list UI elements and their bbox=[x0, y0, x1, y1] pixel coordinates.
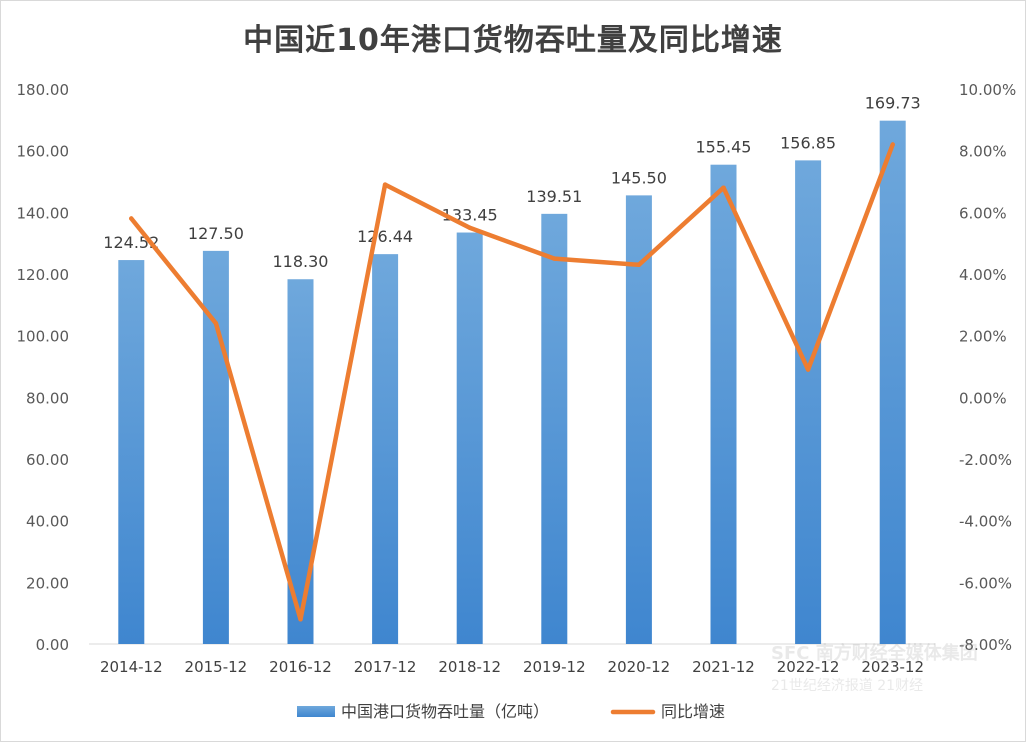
bar bbox=[625, 195, 652, 644]
growth-point bbox=[467, 225, 472, 230]
watermark-line1: SFC 南方财经全媒体集团 bbox=[771, 643, 978, 664]
bar-data-label: 155.45 bbox=[696, 138, 752, 157]
y-right-tick-label: 6.00% bbox=[959, 204, 1007, 222]
y-left-tick-label: 60.00 bbox=[26, 451, 69, 469]
legend-bar-swatch bbox=[297, 706, 335, 717]
growth-point bbox=[890, 142, 895, 147]
bar bbox=[202, 250, 229, 644]
legend-line-label: 同比增速 bbox=[661, 702, 725, 721]
y-left-tick-label: 40.00 bbox=[26, 513, 69, 531]
growth-point bbox=[552, 256, 557, 261]
bar-data-label: 118.30 bbox=[273, 252, 329, 271]
y-left-tick-label: 140.00 bbox=[17, 204, 70, 222]
legend-bar-label: 中国港口货物吞吐量（亿吨） bbox=[341, 702, 549, 721]
chart-title: 中国近10年港口货物吞吐量及同比增速 bbox=[243, 23, 783, 58]
y-left-tick-label: 180.00 bbox=[17, 81, 70, 99]
y-right-tick-label: 2.00% bbox=[959, 328, 1007, 346]
x-tick-label: 2016-12 bbox=[269, 658, 332, 676]
y-right-tick-label: 10.00% bbox=[959, 81, 1016, 99]
bar bbox=[372, 254, 399, 645]
bar-data-label: 133.45 bbox=[442, 206, 498, 225]
y-right-tick-label: -6.00% bbox=[959, 574, 1012, 592]
x-tick-label: 2014-12 bbox=[100, 658, 163, 676]
growth-line bbox=[129, 142, 895, 622]
bar bbox=[118, 260, 145, 644]
x-tick-label: 2022-12 bbox=[777, 658, 840, 676]
watermark: SFC 南方财经全媒体集团 21世纪经济报道 21财经 bbox=[771, 639, 1021, 701]
y-left-tick-label: 20.00 bbox=[26, 574, 69, 592]
y-left-tick-label: 160.00 bbox=[17, 143, 70, 161]
y-right-tick-label: 0.00% bbox=[959, 389, 1007, 407]
growth-point bbox=[213, 321, 219, 326]
growth-point bbox=[721, 185, 726, 190]
y-right-tick-label: 4.00% bbox=[959, 266, 1007, 284]
growth-point bbox=[129, 216, 134, 221]
y-left-tick-label: 0.00 bbox=[36, 636, 69, 654]
y-right-tick-label: -4.00% bbox=[959, 513, 1012, 531]
bar-data-label: 127.50 bbox=[188, 224, 244, 243]
bar bbox=[795, 160, 822, 645]
y-left-tick-label: 80.00 bbox=[26, 389, 69, 407]
x-tick-label: 2023-12 bbox=[861, 658, 924, 676]
growth-point bbox=[382, 182, 388, 187]
watermark-line2: 21世纪经济报道 21财经 bbox=[771, 678, 924, 694]
bar bbox=[879, 120, 906, 644]
growth-point bbox=[636, 262, 642, 267]
y-left-tick-label: 120.00 bbox=[17, 266, 70, 284]
growth-point bbox=[298, 617, 303, 622]
bar-data-label: 169.73 bbox=[865, 94, 921, 113]
bar bbox=[456, 232, 483, 644]
y-left-tick-label: 100.00 bbox=[17, 328, 70, 346]
x-tick-label: 2015-12 bbox=[185, 658, 248, 676]
x-tick-label: 2017-12 bbox=[354, 658, 417, 676]
y-right-tick-label: -2.00% bbox=[959, 451, 1012, 469]
bar-data-label: 126.44 bbox=[357, 227, 413, 246]
bar bbox=[710, 164, 737, 644]
growth-point bbox=[805, 367, 811, 372]
x-tick-label: 2018-12 bbox=[438, 658, 501, 676]
x-tick-label: 2019-12 bbox=[523, 658, 586, 676]
bar-data-label: 139.51 bbox=[526, 187, 582, 206]
bar bbox=[541, 213, 568, 644]
x-tick-label: 2020-12 bbox=[608, 658, 671, 676]
bar-data-label: 156.85 bbox=[780, 133, 836, 152]
y-right-tick-label: -8.00% bbox=[959, 636, 1012, 654]
y-right-tick-label: 8.00% bbox=[959, 143, 1007, 161]
x-tick-label: 2021-12 bbox=[692, 658, 755, 676]
bar-data-label: 145.50 bbox=[611, 168, 667, 187]
